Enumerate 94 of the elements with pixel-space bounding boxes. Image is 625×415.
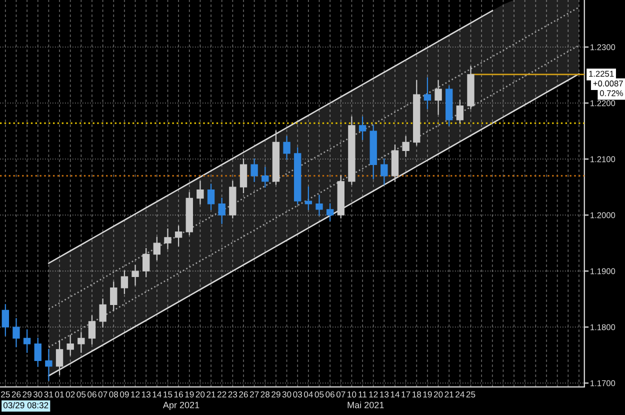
x-tick-label: 13 (380, 391, 389, 398)
candlestick (250, 158, 258, 182)
x-tick-label: 01 (55, 391, 64, 398)
x-tick-label: 12 (131, 391, 140, 398)
x-tick-label: 27 (250, 391, 259, 398)
candlestick (2, 304, 10, 336)
x-tick-label: 21 (206, 391, 216, 398)
x-tick-label: 03 (293, 391, 302, 398)
x-tick-label: 28 (260, 391, 270, 398)
candlestick (262, 166, 269, 188)
line-series (48, 10, 494, 264)
x-tick-label: 21 (444, 391, 454, 398)
candlestick (110, 282, 118, 311)
candlestick (424, 77, 432, 110)
x-tick-label: 18 (412, 391, 422, 398)
text: +0.0087 (593, 80, 623, 86)
x-tick-label: 24 (456, 391, 464, 398)
x-tick-label: 11 (358, 391, 367, 398)
x-tick-label: 05 (76, 391, 86, 398)
x-tick-label: 13 (142, 391, 151, 398)
x-tick-label: 06 (88, 391, 96, 398)
x-tick-label: 26 (239, 391, 248, 398)
candlestick (207, 184, 215, 210)
candlestick (66, 334, 74, 356)
candlestick (402, 136, 410, 157)
y-tick-label: 1.1900 (590, 268, 616, 274)
candlestick (34, 338, 42, 367)
x-tick-label: 30 (33, 391, 42, 398)
y-tick-label: 1.2200 (590, 100, 616, 106)
x-tick-label: 19 (423, 391, 432, 398)
x-tick-label: 05 (314, 391, 324, 398)
x-tick-label: 04 (304, 391, 313, 398)
candlestick (283, 136, 290, 160)
x-tick-label: 31 (44, 391, 54, 398)
ref-line-label: 1.2251 (589, 70, 614, 77)
candlestick (56, 340, 64, 376)
x-tick-label: 19 (185, 391, 194, 398)
x-tick-label: 06 (326, 391, 334, 398)
line-series (48, 73, 580, 376)
candlestick (174, 226, 182, 246)
candlestick (78, 332, 85, 353)
x-tick-label: 29 (22, 391, 32, 398)
x-tick-label: 08 (109, 391, 118, 398)
candlestick (88, 315, 96, 344)
text: 0.72% (600, 90, 623, 96)
x-tick-label: 07 (336, 391, 346, 398)
candlestick (142, 248, 150, 278)
x-tick-label: 30 (282, 391, 292, 398)
text: 03/29 08:32 (3, 402, 48, 408)
candlestick (132, 264, 139, 286)
y-tick-label: 1.2000 (590, 212, 616, 218)
x-tick-label: 07 (98, 391, 108, 398)
line-series (48, 44, 580, 348)
candlestick (23, 329, 31, 353)
candlestick (153, 236, 161, 260)
candlestick (304, 186, 312, 210)
candlestick (434, 80, 442, 115)
candlestick (358, 116, 366, 140)
candlestick (12, 318, 20, 348)
candlestick (326, 203, 334, 222)
text: Apr 2021 (162, 402, 200, 410)
candlestick (240, 158, 248, 194)
candlestick (218, 198, 226, 224)
candlestick (196, 180, 204, 204)
x-tick-label: 09 (120, 391, 129, 398)
candlestick (164, 228, 172, 250)
x-tick-label: 02 (66, 391, 75, 398)
x-tick-label: 17 (402, 391, 410, 398)
candlestick (120, 270, 128, 294)
x-tick-label: 20 (196, 391, 205, 398)
y-tick-label: 1.1800 (590, 324, 616, 330)
x-tick-label: 25 (1, 391, 10, 398)
candlestick (456, 100, 464, 124)
x-tick-label: 12 (369, 391, 378, 398)
x-tick-label: 22 (217, 391, 226, 398)
x-tick-label: 29 (272, 391, 280, 398)
x-tick-label: 14 (152, 391, 162, 398)
x-tick-label: 25 (466, 391, 476, 398)
candlestick (45, 348, 52, 381)
text: Mai 2021 (348, 402, 384, 408)
x-tick-label: 15 (164, 391, 172, 398)
line-series (48, 6, 580, 310)
candlestick (316, 194, 323, 216)
x-tick-label: 26 (12, 391, 21, 398)
x-tick-label: 14 (390, 391, 400, 398)
x-tick-label: 20 (434, 391, 443, 398)
candlestick (380, 158, 388, 185)
x-tick-label: 10 (348, 391, 356, 398)
y-tick-label: 1.2300 (590, 44, 616, 50)
y-tick-label: 1.2100 (590, 156, 616, 162)
y-tick-label: 1.1700 (590, 380, 616, 386)
x-tick-label: 16 (174, 391, 183, 398)
candlestick (99, 298, 106, 328)
x-tick-label: 23 (228, 391, 238, 398)
